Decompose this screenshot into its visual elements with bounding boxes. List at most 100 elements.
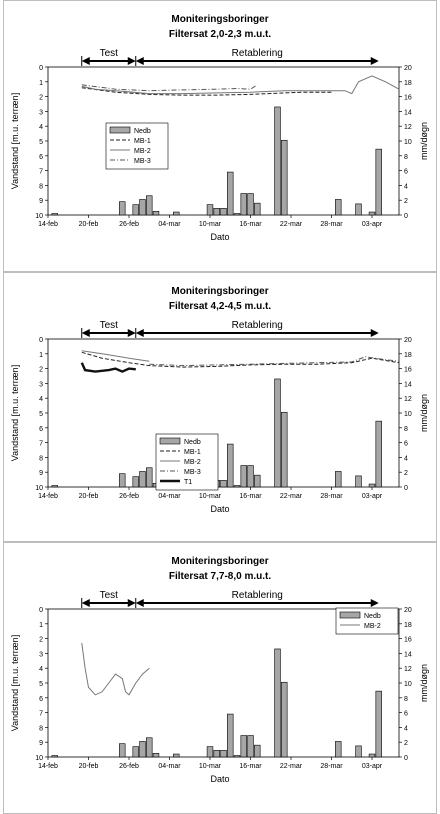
precip-bar	[220, 208, 227, 216]
x-axis-title: Dato	[210, 504, 229, 514]
legend-swatch-bar	[159, 437, 181, 445]
precip-bar	[139, 741, 146, 758]
y2-tick-label: 18	[404, 80, 412, 87]
y2-tick-label: 6	[404, 441, 408, 448]
series-line-mb-2	[81, 642, 150, 696]
legend-label: MB-1	[134, 138, 151, 145]
precip-bar	[51, 485, 58, 488]
y2-tick-label: 18	[404, 622, 412, 629]
y-tick-label: 1	[39, 352, 43, 359]
arrow-head-right	[370, 599, 379, 607]
arrow-head-left	[81, 57, 90, 65]
precip-bar	[152, 753, 160, 758]
period-arrow-retablering	[135, 57, 379, 65]
arrow-head-left	[81, 329, 90, 337]
y-tick-label: 2	[39, 637, 43, 644]
y-tick-label: 1	[39, 80, 43, 87]
precip-bar	[254, 202, 261, 216]
precip-bar	[335, 199, 342, 216]
precip-bar	[281, 411, 288, 488]
y2-tick-label: 4	[404, 183, 408, 190]
chart-subtitle: Filtersat 2,0-2,3 m.u.t.	[169, 29, 271, 40]
y-tick-label: 2	[39, 95, 43, 102]
y2-tick-label: 10	[404, 139, 412, 146]
x-tick-label: 22-mar	[280, 221, 303, 228]
period-arrow-test	[81, 599, 136, 607]
precip-bar	[274, 106, 281, 216]
precip-bar	[368, 483, 376, 488]
y2-tick-label: 10	[404, 681, 412, 688]
y-tick-label: 2	[39, 367, 43, 374]
precip-bar	[274, 378, 281, 488]
precip-bar	[227, 171, 234, 216]
y-tick-label: 5	[39, 681, 43, 688]
legend-label: T1	[184, 479, 192, 486]
legend-label: MB-1	[184, 449, 201, 456]
precip-bar	[335, 471, 342, 488]
precip-bar	[51, 755, 58, 758]
y-tick-label: 4	[39, 396, 43, 403]
legend-label: Nedb	[134, 128, 151, 135]
x-tick-label: 03-apr	[362, 763, 383, 770]
y2-tick-label: 12	[404, 666, 412, 673]
precip-bar	[233, 485, 241, 488]
x-tick-label: 10-mar	[199, 221, 222, 228]
precip-bar	[213, 208, 220, 216]
precip-bar	[119, 201, 126, 216]
precip-bar	[220, 480, 227, 488]
precip-bar	[132, 746, 139, 758]
y2-tick-label: 10	[404, 411, 412, 418]
x-tick-label: 20-feb	[79, 221, 99, 228]
y-tick-label: 6	[39, 426, 43, 433]
y-tick-label: 5	[39, 139, 43, 146]
legend: Nedb MB-1 MB-2 MB-3 T1	[155, 433, 219, 491]
y2-tick-label: 20	[404, 65, 412, 72]
precip-bar	[119, 473, 126, 488]
legend-label: MB-2	[364, 623, 381, 630]
y2-axis-title: mm/døgn	[419, 122, 429, 160]
precip-bar	[247, 465, 254, 488]
x-tick-label: 10-mar	[199, 493, 222, 500]
precip-bar	[152, 211, 160, 216]
y2-tick-label: 2	[404, 198, 408, 205]
series-line-mb-2	[81, 350, 150, 362]
arrow-head-right	[127, 57, 136, 65]
x-tick-label: 26-feb	[119, 221, 139, 228]
x-tick-label: 22-mar	[280, 493, 303, 500]
legend: Nedb MB-1 MB-2 MB-3	[105, 122, 169, 170]
y-axis-title: Vandstand [m.u. terræn]	[10, 93, 20, 189]
chart-title: Moniteringsboringer	[171, 556, 268, 567]
y2-tick-label: 20	[404, 607, 412, 614]
y-tick-label: 8	[39, 725, 43, 732]
y2-tick-label: 8	[404, 426, 408, 433]
precip-bar	[274, 648, 281, 758]
precip-bar	[146, 467, 153, 488]
precip-bar	[220, 750, 227, 758]
y2-tick-label: 8	[404, 154, 408, 161]
y2-axis-title: mm/døgn	[419, 664, 429, 702]
y-tick-label: 6	[39, 696, 43, 703]
x-tick-label: 28-mar	[320, 221, 343, 228]
precip-bar	[355, 745, 362, 758]
period-label: Test	[100, 590, 119, 601]
y-tick-label: 9	[39, 740, 43, 747]
precip-bar	[206, 204, 214, 216]
x-tick-label: 04-mar	[158, 763, 181, 770]
x-tick-label: 22-mar	[280, 763, 303, 770]
period-arrow-retablering	[135, 329, 379, 337]
y2-tick-label: 18	[404, 352, 412, 359]
chart-title: Moniteringsboringer	[171, 286, 268, 297]
chart-svg: Moniteringsboringer Filtersat 7,7-8,0 m.u…	[10, 556, 429, 784]
legend-label: Nedb	[184, 439, 201, 446]
precip-bar	[139, 471, 146, 488]
precip-bar	[247, 193, 254, 216]
precip-bar	[206, 746, 214, 758]
arrow-head-left	[135, 57, 144, 65]
x-tick-label: 14-feb	[38, 221, 58, 228]
precip-bar	[240, 193, 247, 216]
y2-tick-label: 20	[404, 337, 412, 344]
chart-panel-1: Moniteringsboringer Filtersat 2,0-2,3 m.u…	[3, 0, 437, 272]
x-tick-label: 26-feb	[119, 493, 139, 500]
y-tick-label: 0	[39, 607, 43, 614]
arrow-head-right	[370, 329, 379, 337]
